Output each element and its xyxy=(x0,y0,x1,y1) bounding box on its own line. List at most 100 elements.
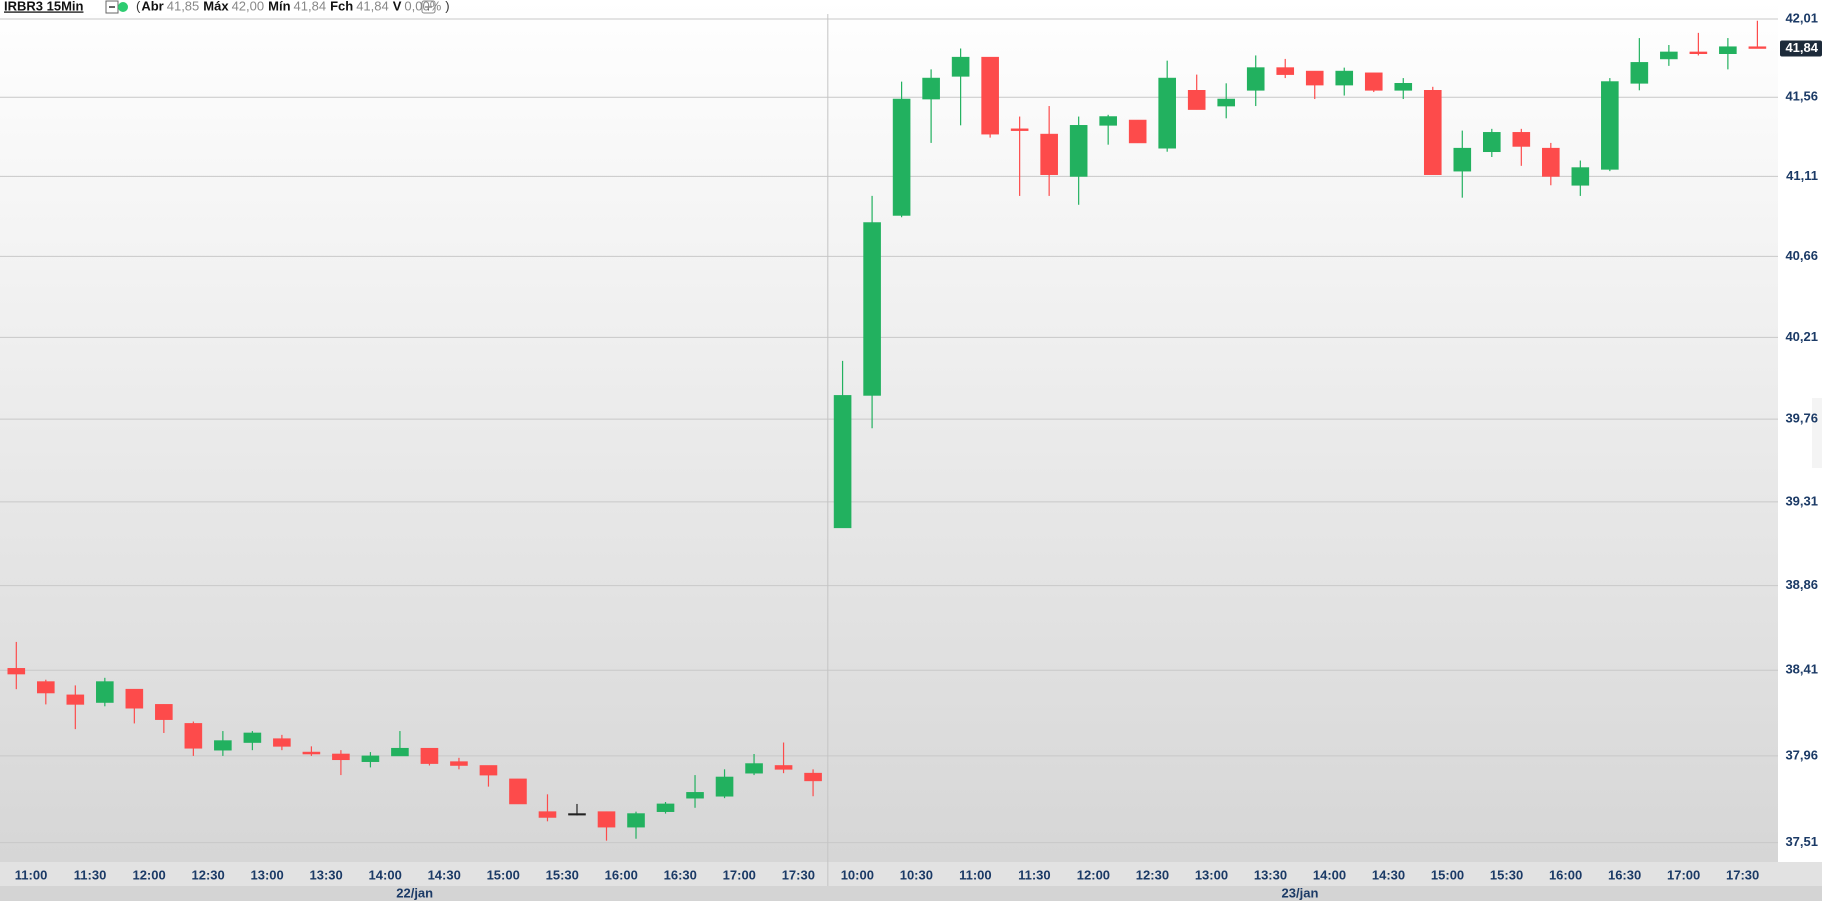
candle-body xyxy=(1276,67,1295,75)
candle-body xyxy=(155,704,173,720)
x-tick-label: 12:30 xyxy=(1136,867,1169,882)
candle-body xyxy=(361,755,380,762)
y-tick-label: 38,86 xyxy=(1785,577,1818,592)
candle-body xyxy=(273,738,291,747)
quote-label: Fch xyxy=(330,0,353,13)
plot-background xyxy=(0,0,1778,862)
plus-button[interactable] xyxy=(421,0,436,14)
candle-body xyxy=(243,732,262,743)
candle-body xyxy=(1099,116,1117,126)
x-tick-label: 16:30 xyxy=(1608,867,1641,882)
grid xyxy=(0,14,1778,886)
candle-body xyxy=(1335,70,1354,86)
y-tick-label: 37,96 xyxy=(1785,747,1818,762)
x-tick-label: 17:30 xyxy=(782,867,815,882)
candle-body xyxy=(1571,167,1590,186)
candle-body xyxy=(1217,98,1236,107)
candle-body xyxy=(745,763,763,774)
x-tick-label: 15:30 xyxy=(546,867,579,882)
status-dot xyxy=(118,2,128,12)
candle-body xyxy=(1364,72,1383,91)
axes: 37,51 37,96 38,41 38,86 39,31 39,76 40,21 40,66… xyxy=(15,10,1822,900)
x-tick-label: 15:00 xyxy=(487,867,520,882)
candle-body xyxy=(37,681,55,694)
y-tick-label: 39,31 xyxy=(1785,493,1818,508)
candle-body xyxy=(922,77,940,100)
candle-body xyxy=(538,811,557,818)
candle-body xyxy=(774,765,793,770)
candle-body xyxy=(1187,90,1206,110)
candle-body xyxy=(1601,81,1619,170)
candle-body xyxy=(332,753,350,761)
x-tick-label: 16:30 xyxy=(664,867,697,882)
quote-label: Abr xyxy=(141,0,163,13)
candle-body xyxy=(1630,62,1649,84)
candle-body xyxy=(1394,83,1413,91)
x-tick-label: 12:00 xyxy=(132,867,165,882)
candles xyxy=(7,20,1767,841)
candle-body xyxy=(1069,125,1088,177)
y-tick-label: 37,51 xyxy=(1785,834,1818,849)
y-tick-label: 39,76 xyxy=(1785,411,1818,426)
candle-body xyxy=(125,688,144,709)
quote-label: Mín xyxy=(268,0,290,13)
candle-body xyxy=(568,813,586,816)
y-tick-label: 41,11 xyxy=(1786,168,1818,183)
date-label: 22/jan xyxy=(396,885,433,900)
candle-body xyxy=(627,813,645,828)
candle-body xyxy=(7,668,26,675)
candle-body xyxy=(96,681,114,703)
x-tick-label: 17:00 xyxy=(1667,867,1700,882)
candle-body xyxy=(686,792,704,799)
x-tick-label: 13:00 xyxy=(251,867,284,882)
quote-label: V xyxy=(393,0,402,13)
last-price-label: 41,84 xyxy=(1785,40,1818,55)
ticker: IRBR3 15Min xyxy=(4,0,84,13)
quote-value: 42,00 xyxy=(232,0,265,13)
candle-body xyxy=(1748,46,1767,49)
x-tick-label: 13:30 xyxy=(310,867,343,882)
x-tick-label: 10:00 xyxy=(841,867,874,882)
candle-body xyxy=(214,740,232,751)
candle-body xyxy=(1542,147,1560,177)
quote-value: 41,84 xyxy=(356,0,389,13)
x-tick-label: 13:30 xyxy=(1254,867,1287,882)
candle-body xyxy=(184,723,203,749)
candle-body xyxy=(420,747,439,764)
y-tick-label: 38,41 xyxy=(1785,662,1818,677)
header: IRBR3 15Min (Abr 41,85 Máx 42,00 Mín 41,84 Fch 4… xyxy=(0,0,450,14)
candle-body xyxy=(302,751,321,755)
candle-body xyxy=(509,778,527,805)
candle-body xyxy=(1128,119,1147,144)
x-tick-label: 16:00 xyxy=(605,867,638,882)
candle-body xyxy=(715,776,734,797)
x-tick-label: 14:00 xyxy=(369,867,402,882)
quote-label: Máx xyxy=(203,0,229,13)
candle-body xyxy=(1660,51,1678,60)
quote-value: 0,00% xyxy=(404,0,441,13)
candle-body xyxy=(833,395,852,529)
candle-body xyxy=(450,761,468,766)
x-tick-label: 11:00 xyxy=(15,867,48,882)
candle-body xyxy=(1158,77,1176,149)
bracket: ( xyxy=(136,0,141,13)
y-tick-label: 42,01 xyxy=(1785,10,1818,25)
candle-body xyxy=(391,747,409,757)
candle-body xyxy=(951,56,970,77)
candle-body xyxy=(1483,132,1501,153)
candle-body xyxy=(1040,133,1058,175)
quote-value: 41,84 xyxy=(294,0,327,13)
candle-body xyxy=(981,56,999,135)
last-price-tag xyxy=(1780,40,1822,57)
y-tick-label: 41,56 xyxy=(1785,89,1818,104)
x-tick-label: 12:30 xyxy=(191,867,224,882)
x-tick-label: 11:30 xyxy=(74,867,107,882)
y-tick-label: 40,66 xyxy=(1785,248,1818,263)
side-toggle[interactable] xyxy=(1812,398,1822,468)
candle-body xyxy=(597,811,616,828)
candle-body xyxy=(1246,67,1265,91)
date-label: 23/jan xyxy=(1282,885,1319,900)
bracket: ) xyxy=(445,0,449,13)
